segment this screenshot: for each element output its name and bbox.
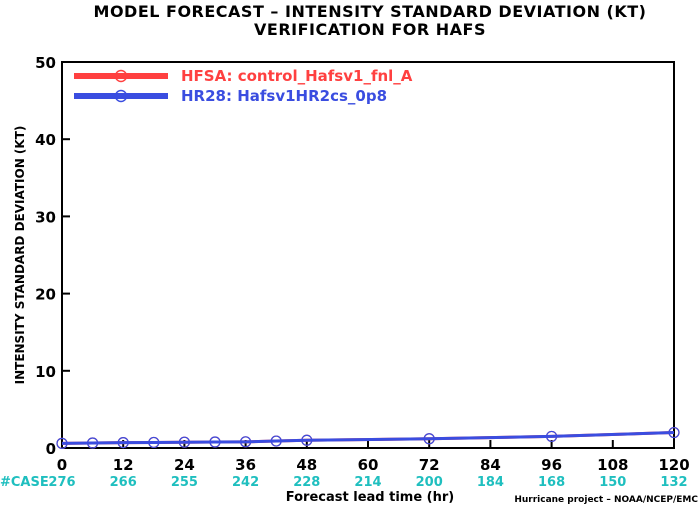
x-axis-label: Forecast lead time (hr) [286,490,454,505]
case-label: #CASE [0,475,49,490]
case-count: 255 [171,475,198,490]
case-count: 266 [110,475,137,490]
case-count: 242 [232,475,259,490]
series-2-point [148,436,160,449]
y-axis: 0 10 20 30 40 50 [35,54,70,458]
case-count: 168 [538,475,565,490]
series-layer [56,426,680,449]
case-count: 150 [599,475,626,490]
y-tick-label: 50 [35,54,56,72]
x-tick-label: 60 [358,456,379,474]
series-2-point [668,426,680,439]
legend-marker [114,69,128,83]
legend: HFSA: control_Hafsv1_fnl_A HR28: Hafsv1HR… [74,67,413,105]
y-tick-label: 20 [35,286,56,304]
y-axis-label: INTENSITY STANDARD DEVIATION (KT) [13,126,27,385]
x-axis: 0 12 24 36 48 60 72 84 96 108 120 [57,440,690,474]
case-count: 228 [293,475,320,490]
x-tick-label: 24 [174,456,195,474]
x-tick-label: 72 [419,456,440,474]
y-tick-label: 0 [46,440,56,458]
x-tick-label: 36 [235,456,256,474]
series-2-point [178,436,190,448]
x-tick-label: 12 [113,456,134,474]
series-2-point [209,436,221,448]
case-count: 276 [48,475,75,490]
y-tick-label: 10 [35,363,56,381]
x-tick-label: 48 [296,456,317,474]
series-2-point [56,437,68,449]
legend-label: HFSA: control_Hafsv1_fnl_A [181,67,413,85]
series-2-point [270,435,282,447]
series-2-point [301,434,313,446]
x-tick-label: 84 [480,456,501,474]
case-count: 184 [477,475,504,490]
plot-frame [61,61,675,449]
case-count: 132 [660,475,687,490]
series-2-point [240,436,252,448]
case-count: 200 [416,475,443,490]
case-count: 214 [354,475,381,490]
legend-label: HR28: Hafsv1HR2cs_0p8 [181,87,387,105]
x-tick-label: 108 [597,456,628,474]
series-2-point [86,437,99,449]
series-2-point [117,436,129,449]
x-tick-label: 96 [541,456,562,474]
chart-title-line2: VERIFICATION FOR HAFS [254,20,486,39]
y-tick-label: 30 [35,208,56,226]
legend-marker [114,89,128,103]
chart-title-line1: MODEL FORECAST – INTENSITY STANDARD DEVI… [94,2,647,21]
x-tick-label: 0 [57,456,67,474]
series-2-point [545,430,558,443]
x-tick-label: 120 [658,456,689,474]
series-2-point [423,433,435,445]
y-tick-label: 40 [35,131,56,149]
credit-text: Hurricane project – NOAA/NCEP/EMC [514,495,698,505]
case-counts: 276 266 255 242 228 214 200 184 168 150 132 [48,475,687,490]
